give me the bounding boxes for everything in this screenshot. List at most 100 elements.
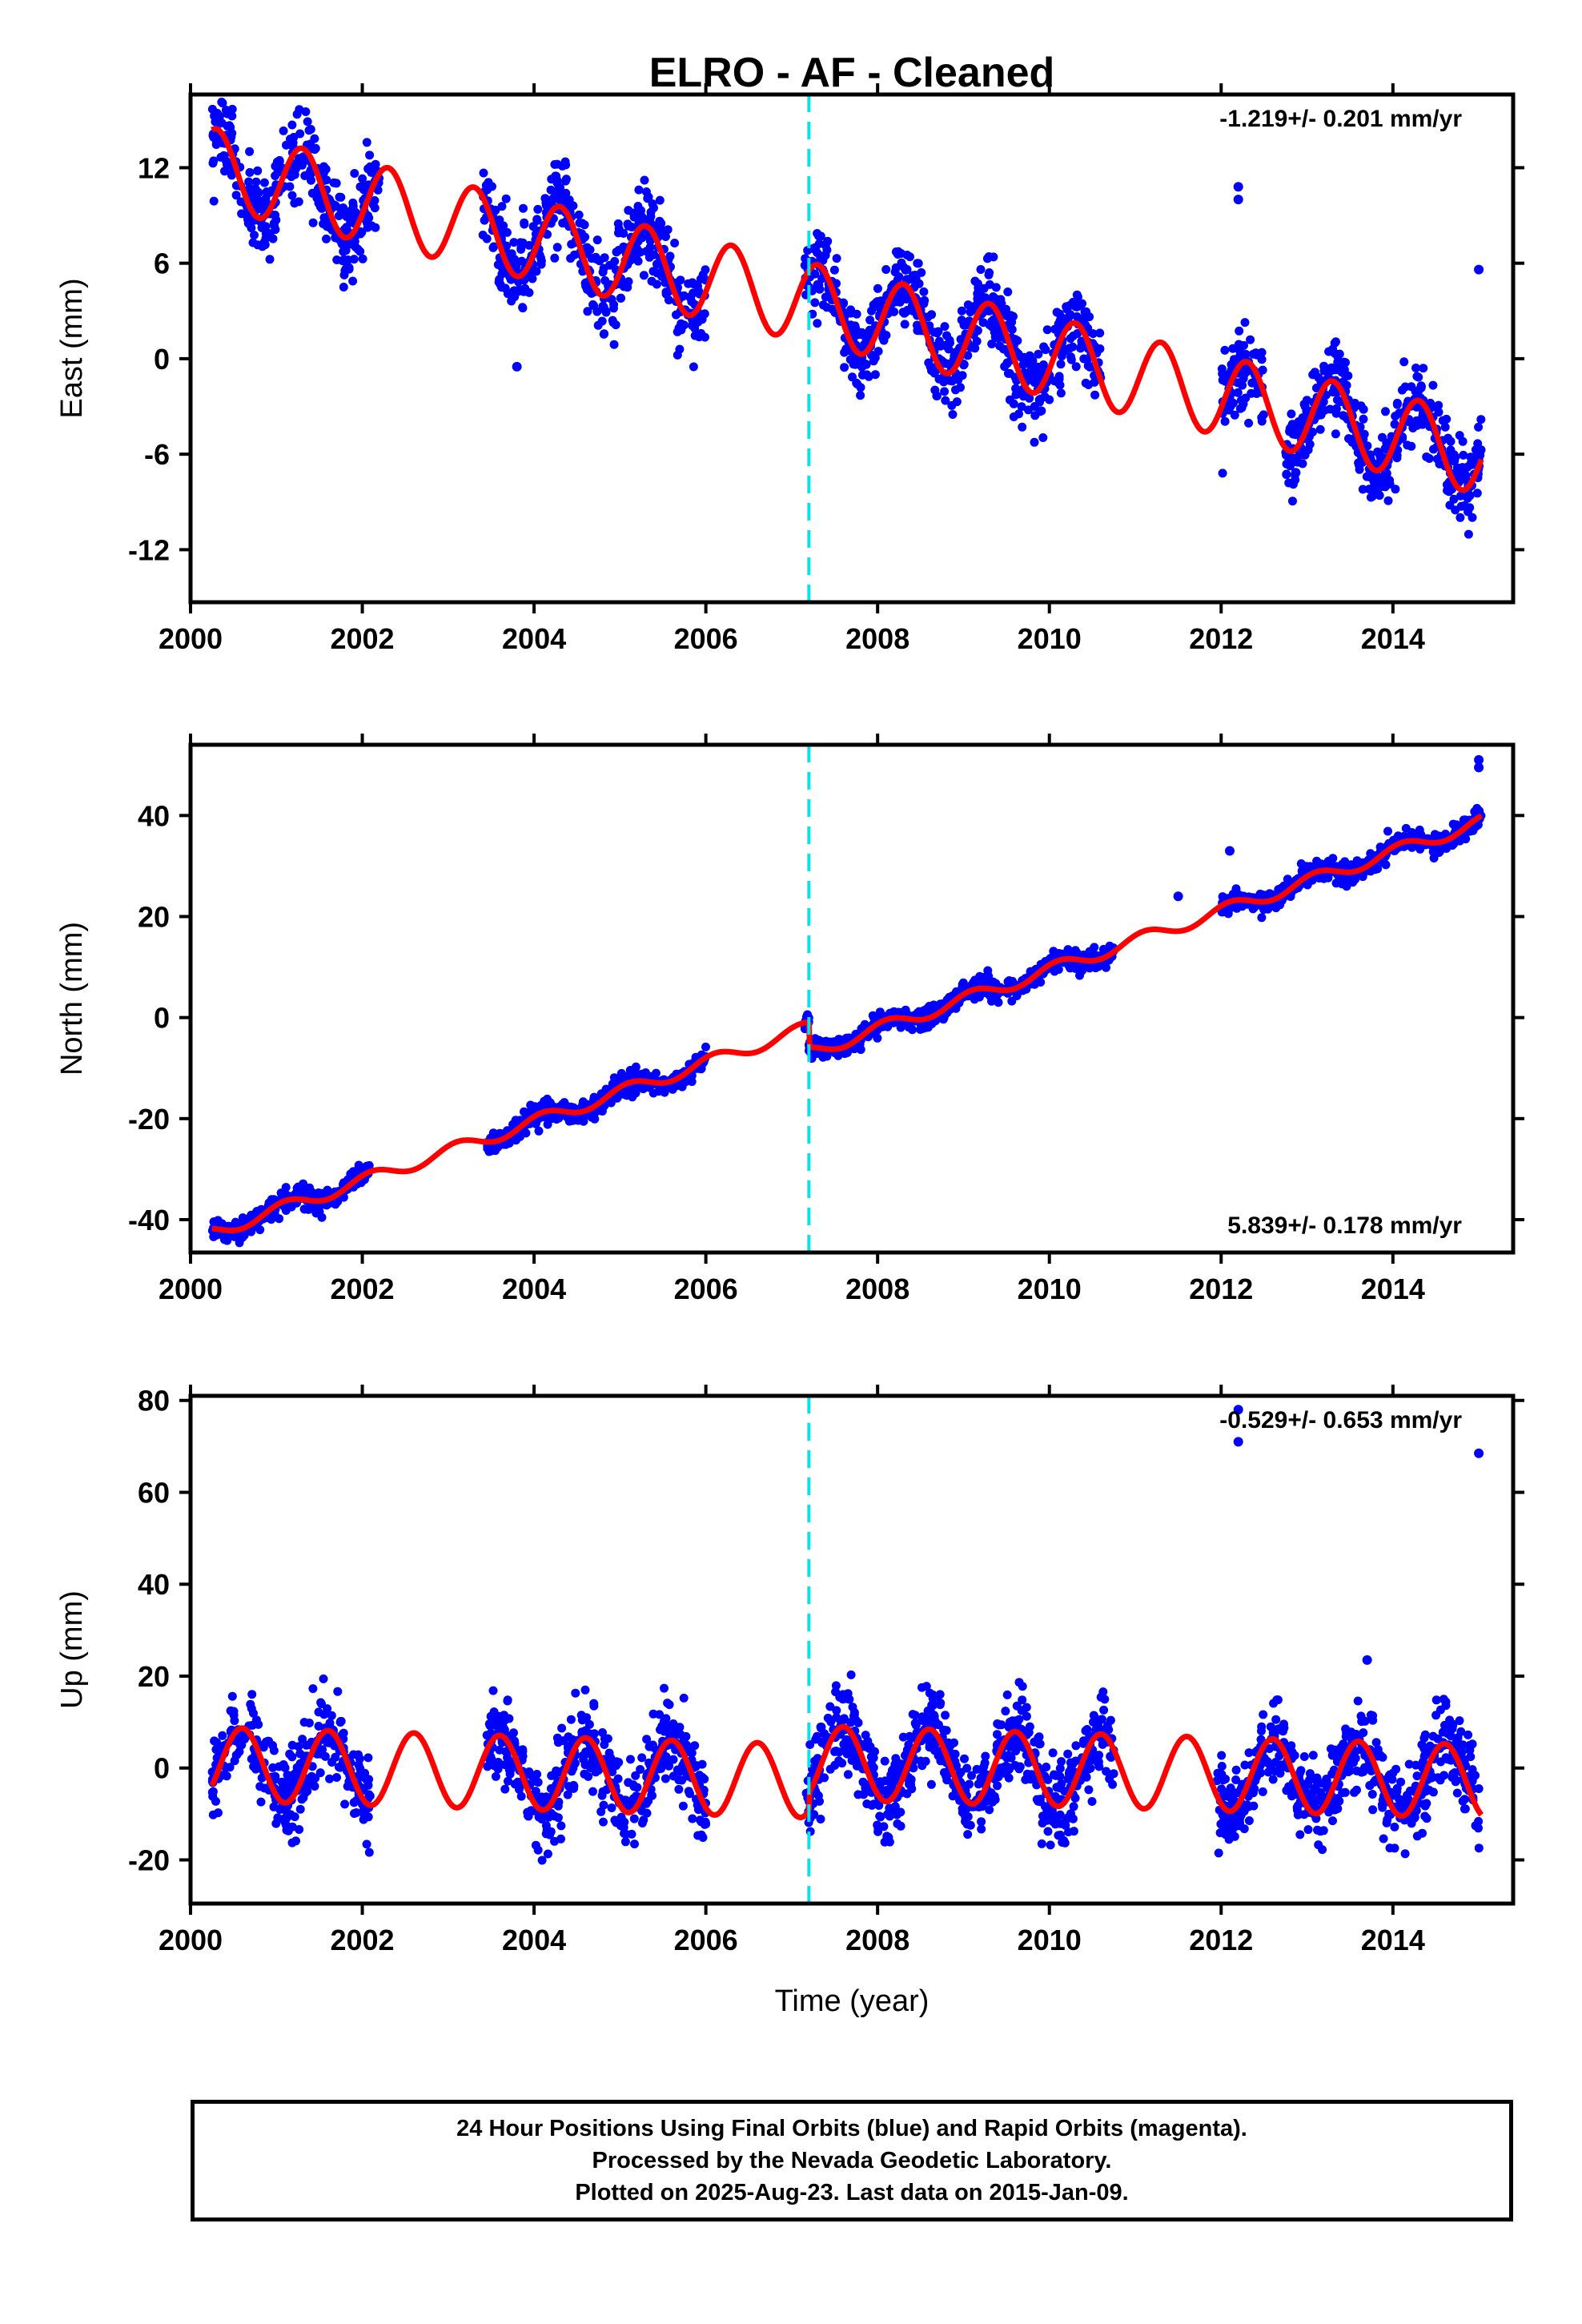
data-point [576, 1711, 586, 1720]
data-point [625, 1066, 635, 1075]
data-point [498, 1711, 508, 1720]
data-point [688, 1814, 697, 1823]
data-point [1414, 372, 1423, 382]
data-point [1299, 400, 1309, 409]
data-point [813, 319, 822, 328]
data-point [543, 1120, 552, 1129]
data-point [514, 277, 523, 287]
data-point [963, 351, 973, 360]
data-point [521, 1128, 531, 1138]
data-point [592, 255, 601, 264]
data-point [245, 147, 255, 156]
data-point [648, 1791, 656, 1800]
data-point [846, 1670, 856, 1679]
data-point [1241, 393, 1251, 403]
data-point [1088, 329, 1098, 339]
data-point [218, 99, 227, 108]
data-point [236, 197, 246, 207]
data-point [362, 1839, 371, 1849]
data-point [800, 260, 809, 270]
data-point [229, 1707, 239, 1716]
data-point [1297, 450, 1307, 460]
data-point [1054, 965, 1063, 975]
data-point [919, 287, 929, 296]
data-point [1034, 349, 1043, 359]
data-point [1072, 312, 1082, 321]
data-point [1049, 947, 1058, 956]
data-point [1246, 335, 1255, 344]
data-point [870, 370, 880, 380]
data-point [209, 156, 219, 166]
data-point [643, 194, 652, 203]
data-point [544, 1812, 553, 1822]
data-point [275, 1762, 284, 1771]
data-point [629, 1814, 639, 1823]
y-axis-label: East (mm) [55, 278, 89, 418]
data-point [1048, 1748, 1058, 1758]
x-tick-label: 2000 [159, 622, 223, 655]
data-point [663, 1699, 673, 1708]
data-point [227, 170, 236, 179]
data-point [701, 1042, 710, 1051]
data-point [1407, 441, 1416, 451]
data-point [349, 255, 359, 264]
data-point [311, 143, 320, 153]
data-point [1225, 397, 1235, 407]
data-point [319, 1674, 328, 1683]
data-point [1072, 302, 1082, 312]
data-point [1042, 325, 1052, 335]
data-point [622, 1091, 632, 1100]
data-point [1068, 342, 1078, 352]
data-point [270, 221, 279, 231]
y-tick-label: 0 [154, 1002, 170, 1035]
data-point [600, 253, 609, 263]
data-point [1282, 459, 1291, 468]
data-point [489, 1707, 499, 1717]
data-point [532, 215, 542, 225]
data-point [1055, 380, 1065, 390]
data-point [1461, 471, 1471, 480]
data-point [629, 212, 639, 222]
data-point [1325, 404, 1335, 414]
data-point [956, 383, 965, 392]
data-point [355, 1763, 365, 1773]
data-point [901, 265, 910, 275]
data-point [502, 241, 512, 251]
y-tick-label: 20 [138, 900, 170, 933]
data-point [941, 396, 950, 405]
data-point [371, 223, 380, 232]
data-point [970, 276, 980, 286]
data-point [1235, 404, 1245, 413]
data-point [1238, 380, 1247, 390]
data-point [674, 1784, 684, 1794]
data-point [1218, 369, 1227, 379]
data-point [365, 151, 375, 160]
data-point [1344, 861, 1354, 870]
data-point [1291, 475, 1300, 485]
data-point [1302, 407, 1311, 416]
data-point [348, 276, 358, 286]
y-tick-label: 12 [138, 151, 170, 184]
data-point [1378, 432, 1387, 442]
data-point [555, 185, 564, 195]
data-point [1331, 363, 1341, 372]
data-point [1380, 444, 1390, 453]
data-point [1259, 410, 1268, 420]
data-point [362, 138, 371, 147]
data-point [861, 360, 871, 369]
data-point [554, 195, 564, 204]
data-point [1336, 875, 1346, 885]
data-point [972, 336, 982, 346]
data-point [1343, 371, 1353, 380]
data-point [362, 1161, 371, 1171]
data-point [581, 1100, 591, 1109]
data-point [497, 283, 506, 292]
data-point [636, 247, 645, 257]
data-point [1456, 491, 1465, 501]
data-point [245, 167, 255, 177]
data-point [600, 329, 609, 339]
data-point [836, 1035, 845, 1044]
data-point [832, 254, 841, 263]
chart-panel-2: 2000 2002 2004 2006 2008 2010 2012 201440200-20… [55, 734, 1524, 1305]
data-point [600, 306, 610, 315]
